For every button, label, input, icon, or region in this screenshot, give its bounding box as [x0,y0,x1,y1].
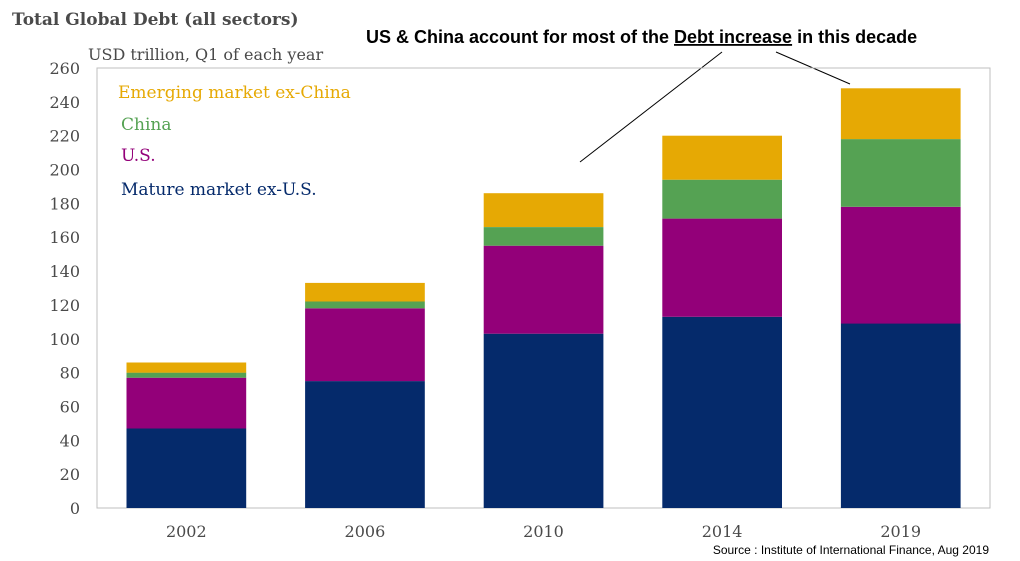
bar-2019-china [840,139,961,207]
y-tick-label: 200 [49,161,80,180]
annotation-arrow-2010 [579,51,723,163]
bars-group [126,88,961,508]
bar-2014-mature-market-ex-u-s [662,316,782,508]
y-tick-label: 120 [49,296,80,315]
y-tick-label: 140 [49,262,80,281]
bar-2010-emerging-market-ex-china [483,193,604,227]
annotation-highlight: Debt increase [674,27,792,47]
source-note: Source : Institute of International Fina… [713,543,990,557]
y-axis-ticks: 0 20 40 60 80 100 120 140 160 180 200 220 240 260 [49,59,80,518]
annotation-text: US & China account for most of the Debt … [366,27,917,47]
chart-title: Total Global Debt (all sectors) [12,10,299,30]
bar-2006-mature-market-ex-u-s [305,381,425,508]
bar-2006-emerging-market-ex-china [305,282,425,302]
bar-2014-u-s [662,218,782,317]
bar-2002-china [126,372,247,378]
legend-entry: Emerging market ex-China [118,83,351,103]
x-axis-ticks: 2002 2006 2010 2014 2019 [166,522,921,541]
legend-entry: Mature market ex-U.S. [121,180,317,200]
y-tick-label: 20 [60,465,80,484]
y-tick-label: 100 [49,330,80,349]
annotation-post: in this decade [792,27,917,47]
y-tick-label: 60 [60,397,80,416]
bar-2010-china [483,227,604,246]
x-tick-label: 2002 [166,522,207,541]
y-tick-label: 80 [60,364,80,383]
legend-entry: China [121,115,171,135]
bar-2019-mature-market-ex-u-s [840,323,961,508]
x-tick-label: 2010 [523,522,564,541]
y-tick-label: 40 [60,431,80,450]
legend-entry: U.S. [121,146,156,166]
y-tick-label: 240 [49,93,80,112]
bar-2002-emerging-market-ex-china [126,362,247,373]
y-tick-label: 160 [49,228,80,247]
bar-2010-mature-market-ex-u-s [483,333,604,508]
bar-2002-mature-market-ex-u-s [126,428,247,508]
y-tick-label: 180 [49,194,80,213]
legend: Emerging market ex-China China U.S. Mature … [118,83,351,200]
bar-2010-u-s [483,245,604,334]
bar-2019-u-s [840,206,961,324]
y-tick-label: 220 [49,127,80,146]
bar-2014-china [662,179,782,219]
bar-2002-u-s [126,377,247,429]
bar-2006-u-s [305,308,425,382]
bar-2019-emerging-market-ex-china [840,88,961,140]
x-tick-label: 2019 [880,522,921,541]
y-axis-label: USD trillion, Q1 of each year [88,45,323,64]
bar-2006-china [305,301,425,309]
x-tick-label: 2014 [702,522,743,541]
annotation-pre: US & China account for most of the [366,27,674,47]
x-tick-label: 2006 [345,522,386,541]
bar-2014-emerging-market-ex-china [662,135,782,180]
y-tick-label: 0 [70,499,80,518]
y-tick-label: 260 [49,59,80,78]
